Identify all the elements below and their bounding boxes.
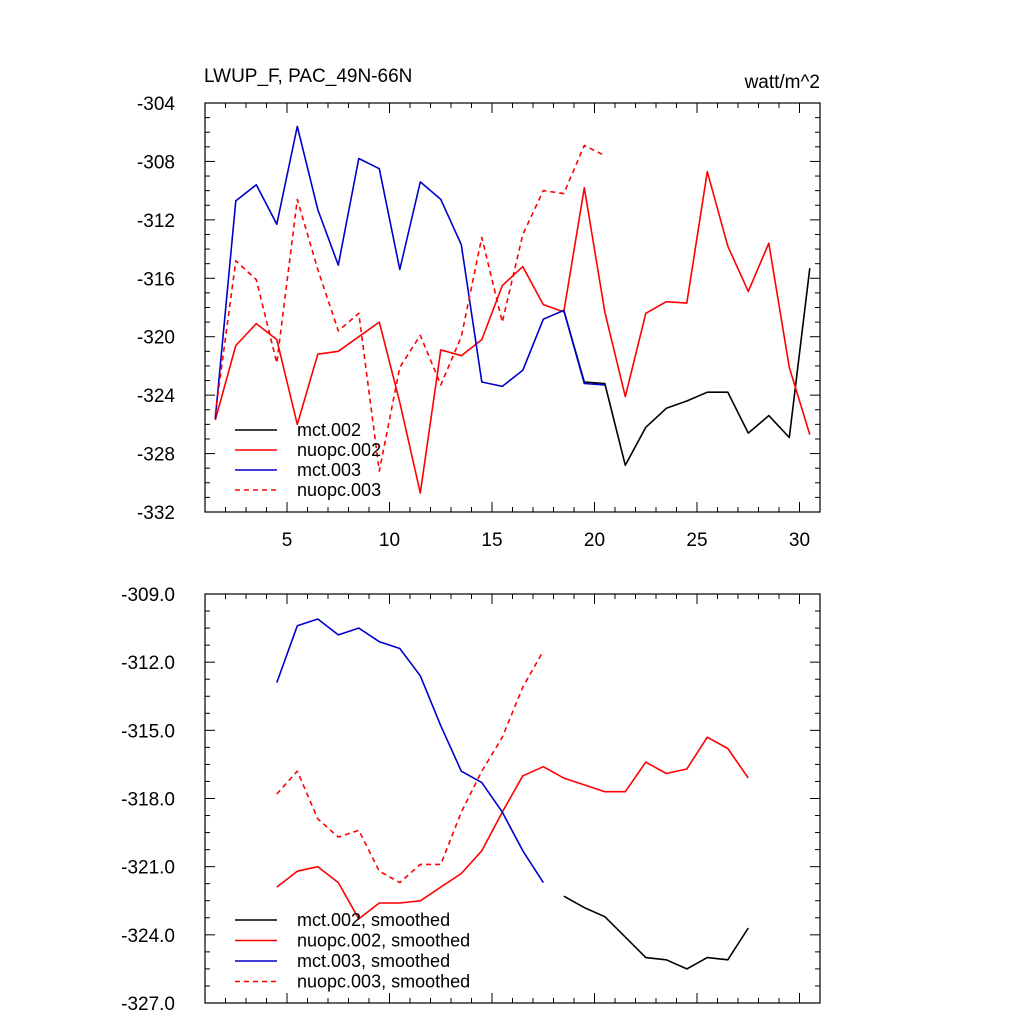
y-tick-label: -316	[137, 269, 175, 290]
y-tick-label: -324	[137, 386, 175, 407]
x-tick-label: 20	[584, 530, 605, 551]
x-tick-label: 5	[282, 530, 293, 551]
legend-label: mct.003	[297, 460, 361, 480]
units-label: watt/m^2	[744, 72, 820, 93]
x-tick-label: 15	[481, 530, 502, 551]
y-tick-label: -312.0	[121, 653, 175, 674]
y-tick-label: -328	[137, 445, 175, 466]
y-tick-label: -320	[137, 328, 175, 349]
series-line-mct-002	[563, 268, 811, 467]
legend-label: nuopc.003	[297, 480, 381, 500]
y-tick-label: -327.0	[121, 994, 175, 1015]
x-tick-label: 10	[379, 530, 400, 551]
y-tick-label: -321.0	[121, 858, 175, 879]
legend-label: nuopc.002, smoothed	[297, 931, 470, 951]
series-line-nuopc-002-smoothed	[276, 736, 749, 920]
y-tick-label: -315.0	[121, 721, 175, 742]
chart-title: LWUP_F, PAC_49N-66N	[204, 66, 412, 87]
plot-panel-1: 5 10 15 20 25 30 -304 -308 -312 -316 -320 -324 -328 -…	[137, 94, 821, 551]
series-line-mct-003	[214, 125, 605, 419]
legend-label: nuopc.003, smoothed	[297, 972, 470, 992]
y-tick-label: -324.0	[121, 926, 175, 947]
legend-label: nuopc.002	[297, 440, 381, 460]
series-line-mct-003-smoothed	[276, 618, 544, 884]
x-tick-label: 30	[789, 530, 810, 551]
y-tick-label: -309.0	[121, 585, 175, 606]
legend-label: mct.002	[297, 420, 361, 440]
legend-label: mct.003, smoothed	[297, 951, 450, 971]
plot-panels: 5 10 15 20 25 30 -304 -308 -312 -316 -320 -324 -328 -…	[121, 94, 821, 1015]
legend-label: mct.002, smoothed	[297, 910, 450, 930]
x-tick-label: 25	[686, 530, 707, 551]
series-line-mct-002-smoothed	[563, 895, 749, 970]
y-tick-label: -332	[137, 503, 175, 524]
plot-panel-2: -309.0 -312.0 -315.0 -318.0 -321.0 -324.0 -327…	[121, 585, 821, 1015]
y-tick-label: -318.0	[121, 790, 175, 811]
series-line-nuopc-003	[214, 144, 606, 472]
series-line-nuopc-003-smoothed	[276, 650, 544, 884]
y-tick-label: -312	[137, 211, 175, 232]
y-tick-label: -308	[137, 152, 175, 173]
y-tick-label: -304	[137, 94, 175, 115]
